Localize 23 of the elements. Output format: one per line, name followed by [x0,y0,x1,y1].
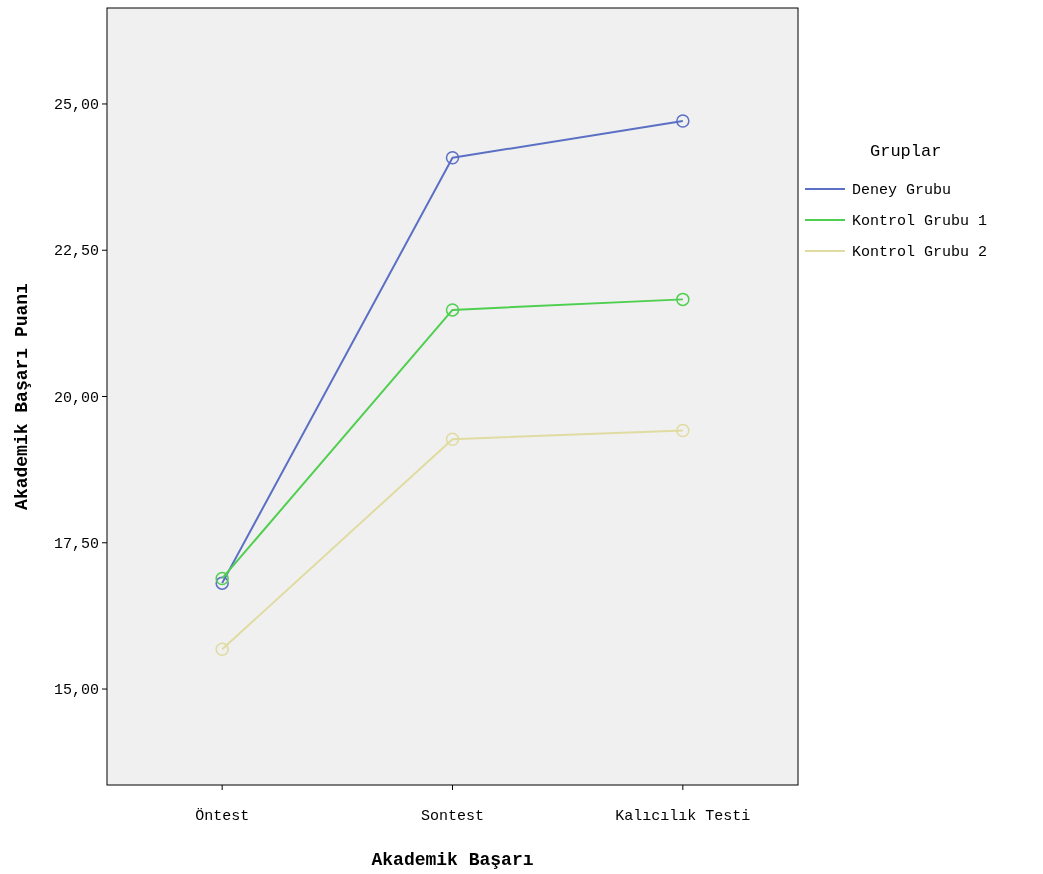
point [676,292,690,307]
y-tick-label: 20,00 [53,389,99,407]
x-tick-label: Kalıcılık Testi [615,808,751,825]
point [676,114,690,128]
y-tick-label: 17,50 [53,536,99,554]
point [445,432,460,446]
legend-label: Deney Grubu [852,182,952,200]
x-tick-label: Sontest [420,808,485,825]
y-tick-label: 22,50 [53,243,99,261]
point [215,571,229,586]
x-axis-title: Akademik Başarı [371,850,534,870]
y-axis-title: Akademik Başarı Puanı [12,282,32,510]
legend-title: Gruplar [870,142,942,161]
y-tick-label: 25,00 [53,97,99,115]
point [215,576,229,590]
point [445,151,460,165]
legend-label: Kontrol Grubu 1 [852,213,988,231]
point [215,642,229,657]
x-tick-label: Öntest [195,807,250,825]
legend-label: Kontrol Grubu 2 [852,244,988,262]
point [445,303,460,317]
y-tick-label: 15,00 [53,682,99,700]
point [676,423,690,438]
